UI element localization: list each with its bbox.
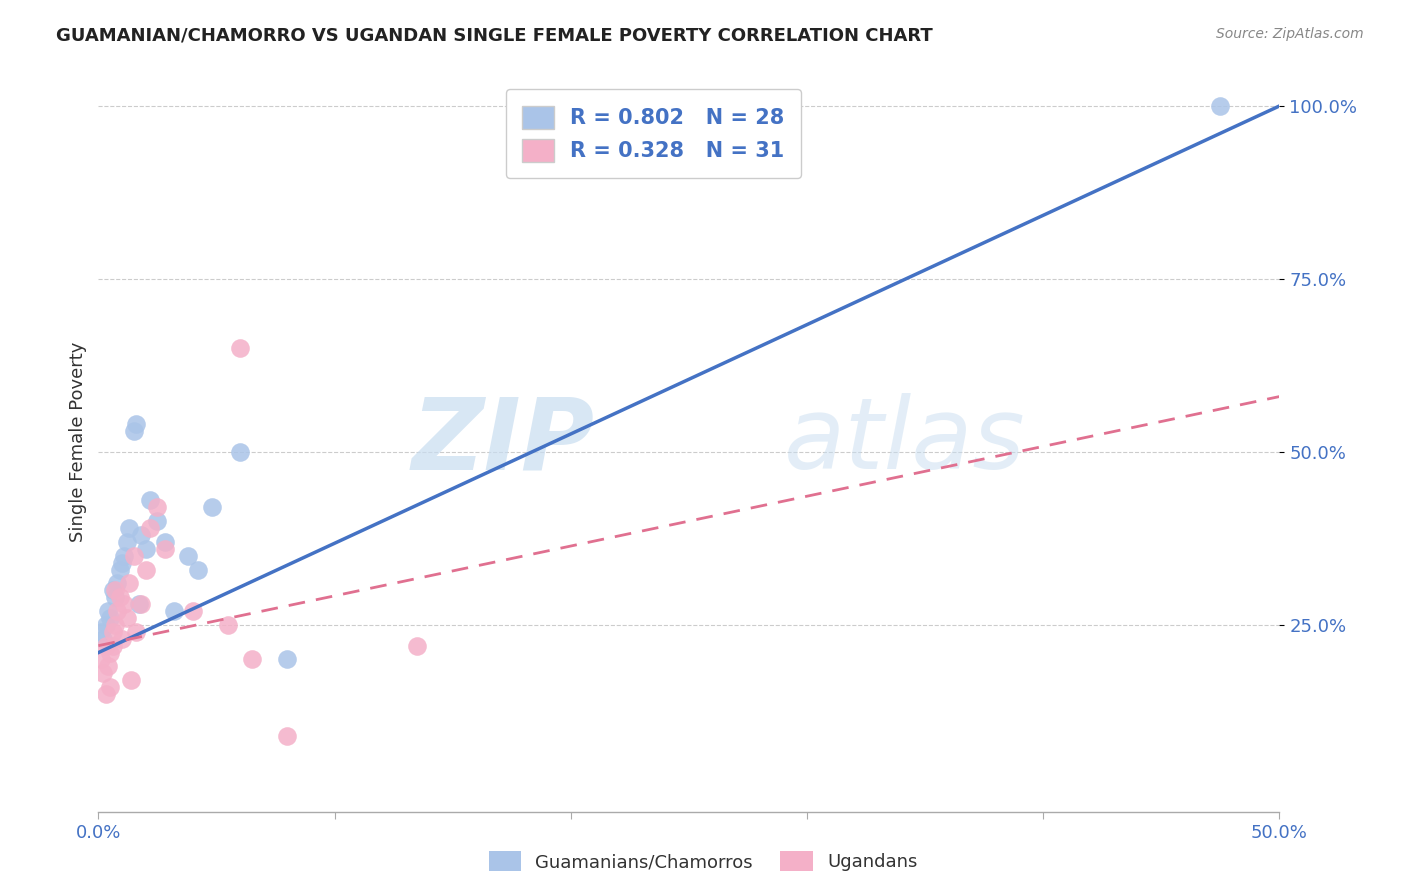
Point: [108, 591, 131, 605]
Point: [129, 597, 152, 611]
Point: [1209, 99, 1232, 113]
Point: [94, 618, 117, 632]
Point: [129, 528, 152, 542]
Point: [118, 576, 141, 591]
Point: [177, 549, 200, 563]
Point: [217, 618, 239, 632]
Point: [122, 549, 145, 563]
Point: [112, 549, 135, 563]
Point: [128, 597, 150, 611]
Point: [181, 604, 204, 618]
Point: [139, 493, 162, 508]
Text: Source: ZipAtlas.com: Source: ZipAtlas.com: [1216, 27, 1364, 41]
Point: [229, 341, 252, 355]
Point: [276, 729, 298, 743]
Point: [125, 624, 148, 639]
Point: [104, 618, 127, 632]
Point: [163, 604, 186, 618]
Point: [112, 597, 135, 611]
Text: GUAMANIAN/CHAMORRO VS UGANDAN SINGLE FEMALE POVERTY CORRELATION CHART: GUAMANIAN/CHAMORRO VS UGANDAN SINGLE FEM…: [56, 27, 934, 45]
Y-axis label: Single Female Poverty: Single Female Poverty: [69, 342, 87, 541]
Point: [105, 576, 128, 591]
Point: [146, 500, 169, 515]
Point: [101, 639, 124, 653]
Point: [118, 521, 141, 535]
Point: [97, 659, 120, 673]
Point: [91, 632, 114, 646]
Point: [201, 500, 224, 515]
Point: [187, 563, 209, 577]
Point: [98, 611, 121, 625]
Point: [229, 445, 252, 459]
Point: [115, 611, 138, 625]
Point: [91, 666, 114, 681]
Point: [90, 652, 112, 666]
Point: [135, 563, 157, 577]
Point: [125, 417, 148, 432]
Point: [153, 534, 176, 549]
Point: [105, 604, 128, 618]
Text: atlas: atlas: [783, 393, 1025, 490]
Point: [94, 639, 117, 653]
Point: [240, 652, 263, 666]
Point: [90, 624, 112, 639]
Point: [108, 563, 131, 577]
Legend: Guamanians/Chamorros, Ugandans: Guamanians/Chamorros, Ugandans: [481, 844, 925, 879]
Point: [97, 604, 120, 618]
Point: [101, 624, 124, 639]
Point: [121, 673, 143, 688]
Point: [276, 652, 298, 666]
Point: [135, 541, 157, 556]
Point: [104, 591, 127, 605]
Point: [101, 583, 124, 598]
Point: [94, 687, 117, 701]
Text: ZIP: ZIP: [412, 393, 595, 490]
Point: [98, 646, 121, 660]
Point: [111, 556, 134, 570]
Point: [153, 541, 176, 556]
Point: [104, 583, 127, 598]
Point: [122, 424, 145, 438]
Legend: R = 0.802   N = 28, R = 0.328   N = 31: R = 0.802 N = 28, R = 0.328 N = 31: [506, 89, 801, 178]
Point: [111, 632, 134, 646]
Point: [115, 534, 138, 549]
Point: [406, 639, 429, 653]
Point: [146, 514, 169, 528]
Point: [98, 680, 121, 694]
Point: [139, 521, 162, 535]
